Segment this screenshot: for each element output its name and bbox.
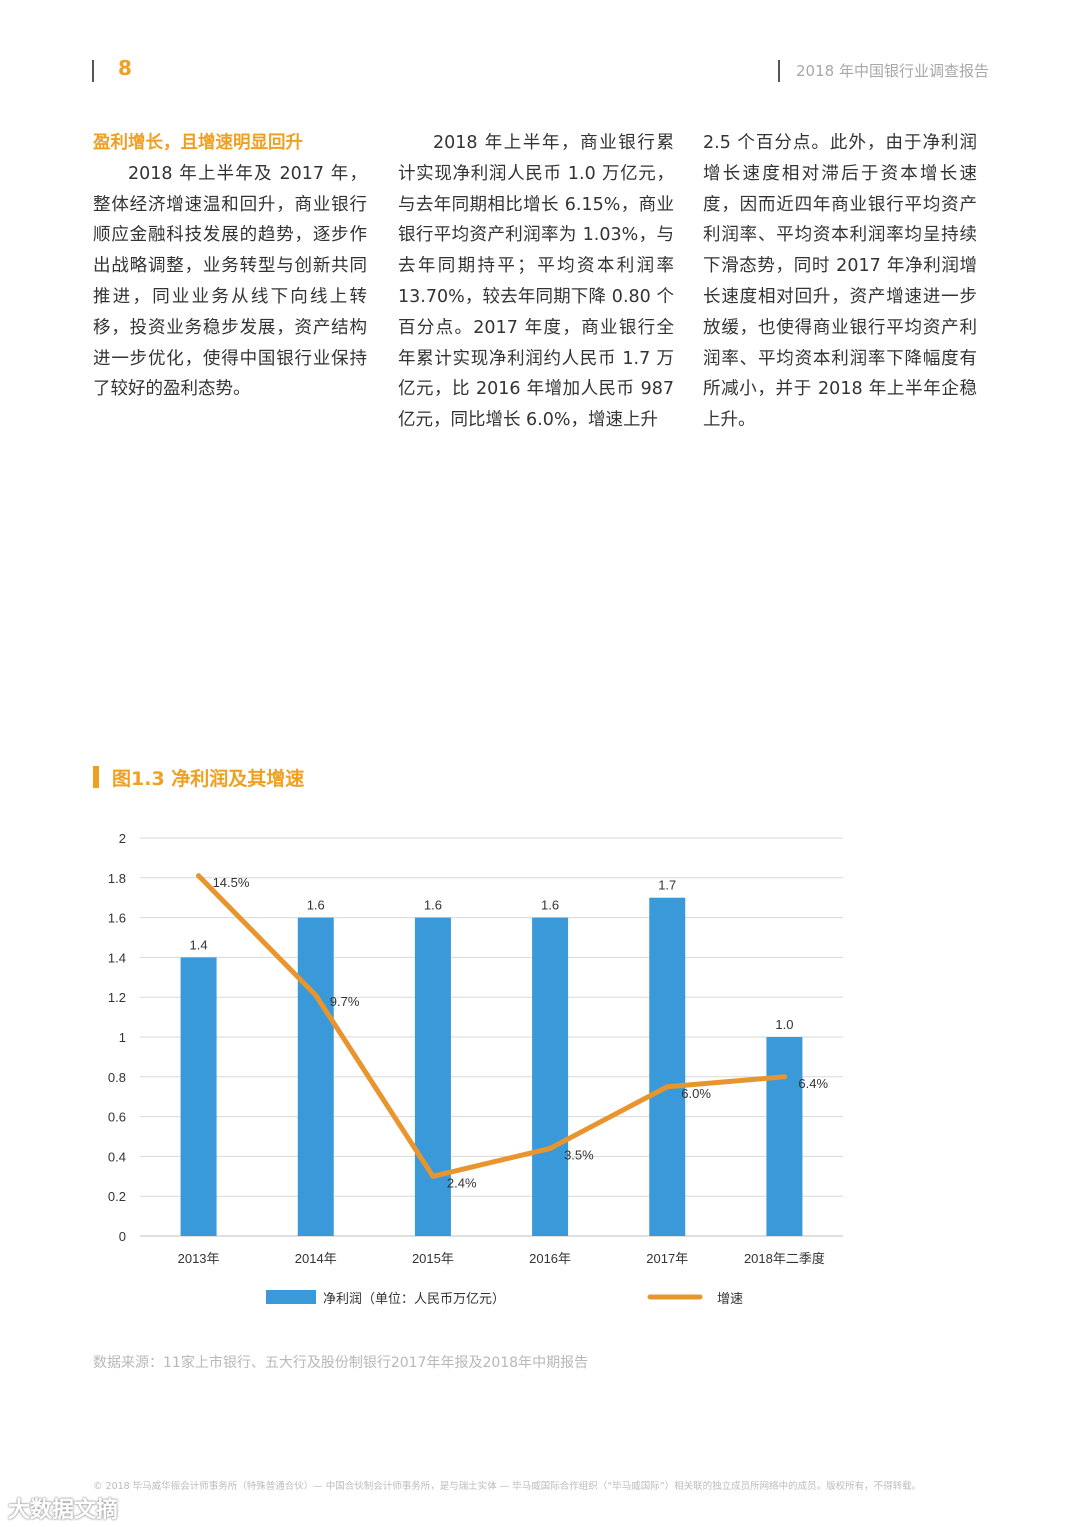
bar [649,897,686,1236]
y-tick-label: 1 [119,1030,126,1045]
y-tick-label: 1.4 [108,950,126,965]
paragraph-col2: 2018 年上半年，商业银行累计实现净利润人民币 1.0 万亿元，与去年同期相比… [398,133,674,431]
y-tick-label: 0.6 [108,1110,126,1125]
text-column-3: 2.5 个百分点。此外，由于净利润增长速度相对滞后于资本增长速度，因而近四年商业… [703,128,977,436]
header-divider-right [778,60,780,82]
growth-value-label: 2.4% [447,1175,477,1190]
bar [414,917,451,1236]
text-column-1: 盈利增长，且增速明显回升 2018 年上半年及 2017 年，整体经济增速温和回… [93,128,367,405]
growth-value-label: 6.4% [798,1076,828,1091]
source-note: 数据来源：11家上市银行、五大行及股份制银行2017年年报及2018年中期报告 [93,1355,589,1371]
growth-value-label: 6.0% [681,1086,711,1101]
bar-value-label: 1.6 [424,898,442,913]
y-tick-label: 0.2 [108,1189,126,1204]
section-heading: 盈利增长，且增速明显回升 [93,133,303,153]
text-column-2: 2018 年上半年，商业银行累计实现净利润人民币 1.0 万亿元，与去年同期相比… [398,128,674,436]
paragraph-col1: 2018 年上半年及 2017 年，整体经济增速温和回升，商业银行顺应金融科技发… [93,163,367,400]
bar [766,1037,803,1236]
report-title: 2018 年中国银行业调查报告 [796,62,989,80]
y-tick-label: 2 [119,831,126,846]
y-tick-label: 1.2 [108,990,126,1005]
figure-marker [93,766,99,788]
y-tick-label: 0.8 [108,1070,126,1085]
page-number: 8 [118,56,132,80]
growth-value-label: 9.7% [330,994,360,1009]
bar-value-label: 1.0 [775,1017,793,1032]
growth-line [196,873,787,1179]
growth-point [196,873,202,879]
legend-label-bar: 净利润（单位：人民币万亿元） [323,1291,505,1306]
legend-swatch-bar [266,1290,316,1304]
bar-value-label: 1.4 [190,937,208,952]
y-tick-label: 1.6 [108,911,126,926]
x-tick-label: 2014年 [295,1251,337,1266]
growth-value-label: 14.5% [213,875,250,890]
x-tick-label: 2017年 [646,1251,688,1266]
y-tick-label: 0.4 [108,1149,126,1164]
bar-value-label: 1.7 [658,878,676,893]
paragraph-col3: 2.5 个百分点。此外，由于净利润增长速度相对滞后于资本增长速度，因而近四年商业… [703,133,977,431]
growth-point [664,1084,670,1090]
y-tick-label: 1.8 [108,871,126,886]
copyright-notice: © 2018 毕马威华振会计师事务所（特殊普通合伙）— 中国合伙制会计师事务所，… [93,1481,922,1492]
header-divider-left [92,60,94,82]
bar [180,957,217,1236]
net-profit-chart: 0 0.2 0.4 0.6 0.8 1 1.2 1.4 1.6 1.8 2 1.4 1.6 1.6 1.6 1… [108,831,843,1306]
growth-point [430,1173,436,1179]
x-tick-label: 2016年 [529,1251,571,1266]
bar-value-label: 1.6 [307,898,325,913]
figure-title: 图1.3 净利润及其增速 [112,768,305,790]
growth-point [781,1074,787,1080]
x-tick-label: 2015年 [412,1251,454,1266]
watermark-logo: 大数据文摘 [8,1498,119,1523]
legend-label-line: 增速 [717,1291,743,1306]
bar [532,917,569,1236]
growth-point [547,1145,553,1151]
growth-point [313,992,319,998]
growth-value-label: 3.5% [564,1147,594,1162]
x-tick-label: 2013年 [178,1251,220,1266]
bar-value-label: 1.6 [541,898,559,913]
x-tick-label: 2018年二季度 [744,1251,825,1266]
bar [297,917,334,1236]
y-tick-label: 0 [119,1229,126,1244]
